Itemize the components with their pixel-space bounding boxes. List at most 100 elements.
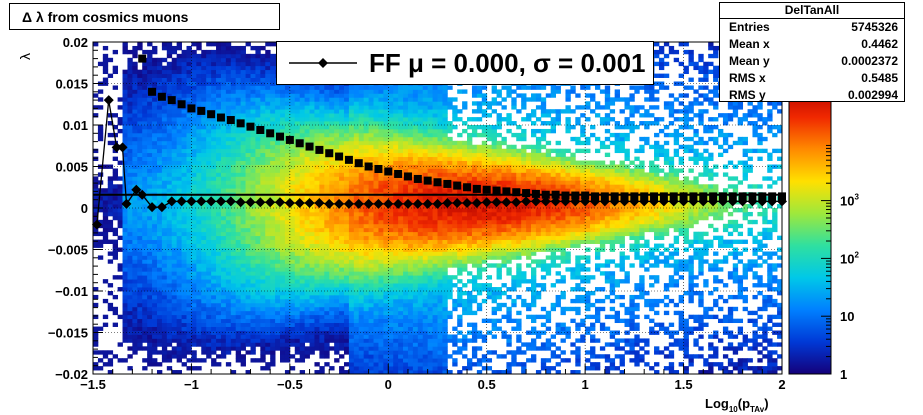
y-tick-label: −0.01	[55, 284, 88, 299]
diamond-marker	[196, 196, 207, 207]
y-tick-label: 0.015	[55, 77, 88, 92]
square-marker	[216, 113, 225, 122]
diamond-marker	[471, 198, 482, 209]
square-marker	[236, 119, 245, 128]
diamond-marker	[501, 197, 512, 208]
square-marker	[394, 169, 403, 178]
diamond-marker	[117, 142, 128, 153]
square-marker	[522, 189, 531, 198]
square-marker	[423, 176, 432, 185]
diamond-marker	[103, 95, 114, 106]
square-marker	[571, 191, 580, 200]
x-tick-label: −0.5	[277, 377, 303, 392]
diamond-marker	[373, 198, 384, 209]
square-marker	[561, 191, 570, 200]
diamond-marker	[137, 189, 148, 200]
diamond-marker	[698, 196, 709, 207]
stats-title: DelTanAll	[720, 3, 904, 19]
stats-row: Entries 5745326	[720, 19, 904, 36]
diamond-marker	[580, 196, 591, 207]
square-marker	[374, 164, 383, 173]
colorbar-tick-label: 10	[840, 309, 854, 324]
colorbar-tick-label: 102	[840, 250, 859, 266]
diamond-marker	[206, 196, 217, 207]
diamond-marker	[658, 196, 669, 207]
diamond-marker	[235, 197, 246, 208]
diamond-marker	[521, 196, 532, 207]
diamond-marker	[294, 198, 305, 209]
diamond-marker	[275, 197, 286, 208]
diamond-marker	[462, 198, 473, 209]
diamond-marker	[422, 198, 433, 209]
axes: −1.5 −1 −0.5 0 0.5 1 1.5 2 0.02 0.015 0.01 0.005 0 −0…	[48, 35, 786, 392]
square-marker	[413, 174, 422, 183]
diamond-marker	[452, 198, 463, 209]
diamond-marker	[111, 142, 122, 153]
x-tick-label: 2	[778, 377, 785, 392]
diamond-marker	[343, 198, 354, 209]
diamond-marker	[678, 196, 689, 207]
diamond-marker	[324, 198, 335, 209]
square-marker	[187, 104, 196, 113]
colorbar-tick-label: 103	[840, 193, 859, 209]
diamond-marker	[186, 196, 197, 207]
diamond-marker	[550, 196, 561, 207]
legend-diamond-icon	[318, 58, 328, 68]
square-marker	[551, 190, 560, 199]
diamond-marker	[530, 196, 541, 207]
diamond-marker	[363, 198, 374, 209]
diamond-marker	[215, 196, 226, 207]
diamond-marker	[491, 197, 502, 208]
stats-row: Mean y 0.0002372	[720, 53, 904, 70]
diamond-marker	[166, 196, 177, 207]
chart-title: Δ λ from cosmics muons	[9, 3, 280, 30]
diamond-marker	[225, 196, 236, 207]
diamond-marker	[304, 198, 315, 209]
diamond-marker	[708, 196, 719, 207]
diamond-marker	[176, 196, 187, 207]
diamond-marker	[442, 198, 453, 209]
diamond-marker	[511, 197, 522, 208]
square-marker	[541, 190, 550, 199]
diamond-marker	[353, 198, 364, 209]
square-marker	[285, 135, 294, 144]
color-scale: 1 10 102 103	[788, 84, 859, 382]
diamond-marker	[599, 196, 610, 207]
y-axis-label: λ	[17, 53, 33, 60]
diamond-marker	[609, 196, 620, 207]
square-marker	[581, 191, 590, 200]
diamond-marker	[265, 197, 276, 208]
square-marker	[167, 96, 176, 105]
legend-text: FF μ = 0.000, σ = 0.001	[369, 48, 646, 78]
square-marker	[148, 87, 157, 96]
stats-value: 0.002994	[847, 88, 898, 102]
square-marker	[138, 54, 147, 63]
diamond-marker	[284, 198, 295, 209]
square-marker	[305, 142, 314, 151]
stats-label: Entries	[729, 20, 770, 34]
diamond-marker	[412, 198, 423, 209]
diamond-marker	[649, 196, 660, 207]
square-marker	[177, 100, 186, 109]
stats-label: Mean y	[729, 54, 770, 68]
y-tick-label: −0.02	[55, 367, 88, 382]
square-marker	[482, 185, 491, 194]
diamond-marker	[540, 196, 551, 207]
x-tick-label: 1.5	[675, 377, 693, 392]
stats-row: Mean x 0.4462	[720, 36, 904, 53]
square-marker	[315, 145, 324, 154]
diamond-marker	[589, 196, 600, 207]
diamond-marker	[393, 198, 404, 209]
x-axis-label: Log10(pTAv)	[705, 396, 769, 414]
square-marker	[403, 172, 412, 181]
square-marker	[226, 116, 235, 125]
legend-box: FF μ = 0.000, σ = 0.001	[276, 41, 654, 85]
diamond-marker	[383, 198, 394, 209]
diamond-marker	[432, 198, 443, 209]
square-marker	[344, 155, 353, 164]
diamond-marker	[717, 196, 728, 207]
colorbar-tick-label: 1	[840, 367, 847, 382]
diamond-marker	[255, 197, 266, 208]
diamond-marker	[619, 196, 630, 207]
